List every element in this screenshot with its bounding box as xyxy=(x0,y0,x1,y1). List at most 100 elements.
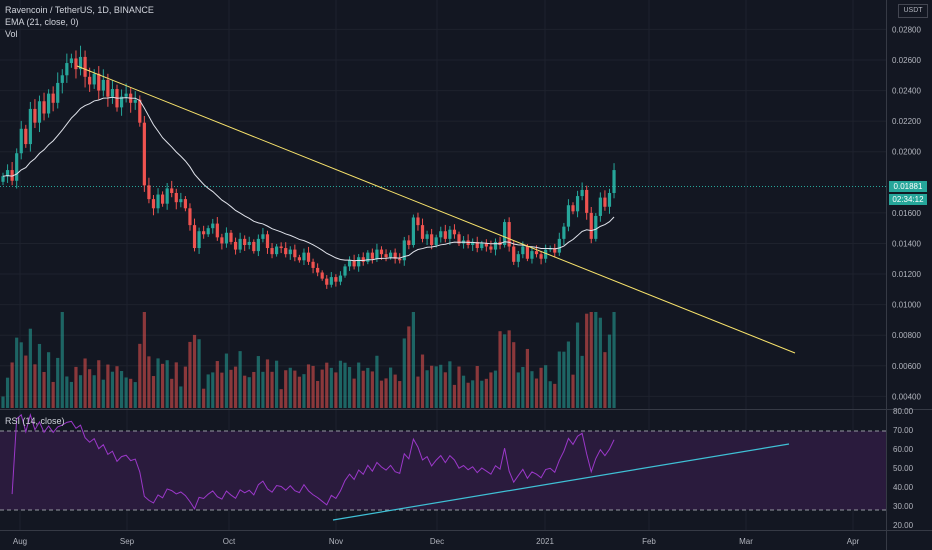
candle xyxy=(161,191,165,207)
candle xyxy=(425,230,429,245)
candle xyxy=(110,80,115,104)
rsi-trendline[interactable] xyxy=(332,443,790,521)
candles xyxy=(1,45,616,289)
volume-bar xyxy=(284,370,288,408)
volume-bar xyxy=(580,355,584,408)
volume-bar xyxy=(265,359,270,408)
volume-bar xyxy=(343,362,347,408)
price-tick: 0.02400 xyxy=(892,87,921,96)
volume-bar xyxy=(557,351,561,408)
volume-bar xyxy=(430,365,434,408)
volume-bar xyxy=(603,352,607,408)
volume-bar xyxy=(47,352,51,408)
volume-bar xyxy=(220,372,224,408)
volume-bar xyxy=(448,361,452,408)
time-label: Nov xyxy=(329,537,343,546)
rsi-tick: 50.00 xyxy=(893,464,914,473)
candle xyxy=(101,69,105,97)
volume-bar xyxy=(51,381,55,408)
ema-legend[interactable]: EMA (21, close, 0) xyxy=(5,17,79,27)
candle xyxy=(252,239,256,254)
candle xyxy=(192,218,197,252)
time-axis[interactable]: Aug Sep Oct Nov Dec 2021 Feb Mar Apr xyxy=(13,537,860,546)
volume-bar xyxy=(562,351,566,408)
volume-bar xyxy=(28,328,32,408)
volume-bar xyxy=(74,366,78,408)
candle xyxy=(124,83,128,103)
candle xyxy=(471,238,475,251)
volume-bar xyxy=(316,380,320,408)
volume-bar xyxy=(525,348,529,408)
candle xyxy=(352,254,356,270)
descending-trendline[interactable] xyxy=(76,65,796,354)
rsi-line xyxy=(11,412,615,510)
volume-bars xyxy=(1,312,616,408)
volume-bar xyxy=(133,382,137,408)
volume-bar xyxy=(575,322,580,408)
volume-bar xyxy=(78,375,83,408)
volume-bar xyxy=(297,376,301,408)
volume-bar xyxy=(183,366,187,408)
candle xyxy=(329,272,333,288)
symbol-title[interactable]: Ravencoin / TetherUS, 1D, BINANCE xyxy=(5,5,154,15)
volume-bar xyxy=(439,364,443,408)
volume-bar xyxy=(288,367,292,408)
candle xyxy=(10,162,14,186)
candle xyxy=(275,243,279,257)
volume-bar xyxy=(544,365,548,408)
candle xyxy=(443,224,447,243)
candle xyxy=(434,234,438,248)
volume-bar xyxy=(151,376,156,408)
volume-bar xyxy=(612,312,616,408)
candle xyxy=(598,192,602,222)
candle xyxy=(51,86,55,112)
volume-bar xyxy=(115,366,119,408)
candle xyxy=(612,163,616,199)
candle xyxy=(279,242,283,254)
candle xyxy=(270,243,274,259)
candle xyxy=(5,164,10,183)
price-tick: 0.01400 xyxy=(892,239,921,248)
vol-legend[interactable]: Vol xyxy=(5,29,18,39)
volume-bar xyxy=(88,369,92,408)
candle xyxy=(448,226,452,245)
candle xyxy=(571,202,575,215)
candle xyxy=(24,124,28,148)
currency-label[interactable]: USDT xyxy=(898,4,928,18)
volume-bar xyxy=(165,360,169,408)
candle xyxy=(562,222,566,245)
candle xyxy=(28,101,32,152)
volume-bar xyxy=(197,339,201,408)
candle xyxy=(47,89,51,118)
candle xyxy=(366,250,370,265)
time-label: Dec xyxy=(430,537,444,546)
candle xyxy=(603,190,607,211)
rsi-legend[interactable]: RSI (14, close) xyxy=(5,416,65,426)
volume-bar xyxy=(384,378,388,408)
candle xyxy=(206,225,210,237)
volume-bar xyxy=(33,364,37,408)
volume-bar xyxy=(389,367,393,408)
volume-bar xyxy=(370,371,374,408)
rsi-axis[interactable]: 80.00 70.00 60.00 50.00 40.00 30.00 20.00 xyxy=(893,407,914,530)
candle xyxy=(607,188,612,214)
volume-bar xyxy=(361,370,365,408)
candle xyxy=(129,87,133,113)
candle xyxy=(297,254,301,263)
rsi-tick: 80.00 xyxy=(893,407,914,416)
candle xyxy=(334,274,338,287)
candle xyxy=(151,194,156,216)
candle xyxy=(284,242,288,258)
volume-bar xyxy=(10,362,14,408)
candle xyxy=(119,89,124,116)
candle xyxy=(265,230,270,254)
rsi-tick: 20.00 xyxy=(893,521,914,530)
candle xyxy=(183,196,187,212)
candle xyxy=(1,172,5,186)
volume-bar xyxy=(484,378,488,408)
candle xyxy=(530,246,534,264)
price-axis[interactable]: 0.02800 0.02600 0.02400 0.02200 0.02000 0.016… xyxy=(892,25,921,401)
price-tick: 0.02200 xyxy=(892,117,921,126)
candle xyxy=(78,45,83,76)
